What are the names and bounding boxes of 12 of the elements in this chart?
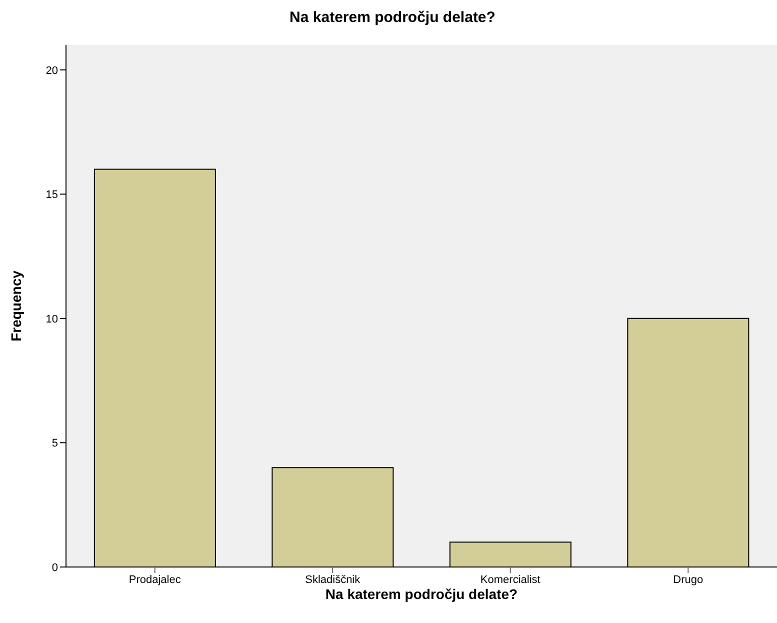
y-tick-label: 5 xyxy=(52,438,58,450)
x-axis-title: Na katerem področju delate? xyxy=(325,586,518,602)
x-tick-label: Komercialist xyxy=(480,574,540,586)
y-tick-label: 15 xyxy=(46,189,58,202)
x-tick-label: Drugo xyxy=(673,574,704,586)
chart-title: Na katerem področju delate? xyxy=(288,9,496,26)
y-tick-label: 0 xyxy=(52,562,58,574)
y-tick-label: 10 xyxy=(46,313,58,326)
y-tick-label: 20 xyxy=(46,64,58,77)
x-tick-label: Prodajalec xyxy=(128,574,182,586)
x-tick-label: Skladiščnik xyxy=(305,574,361,586)
y-axis-title: Frequency xyxy=(8,270,24,342)
